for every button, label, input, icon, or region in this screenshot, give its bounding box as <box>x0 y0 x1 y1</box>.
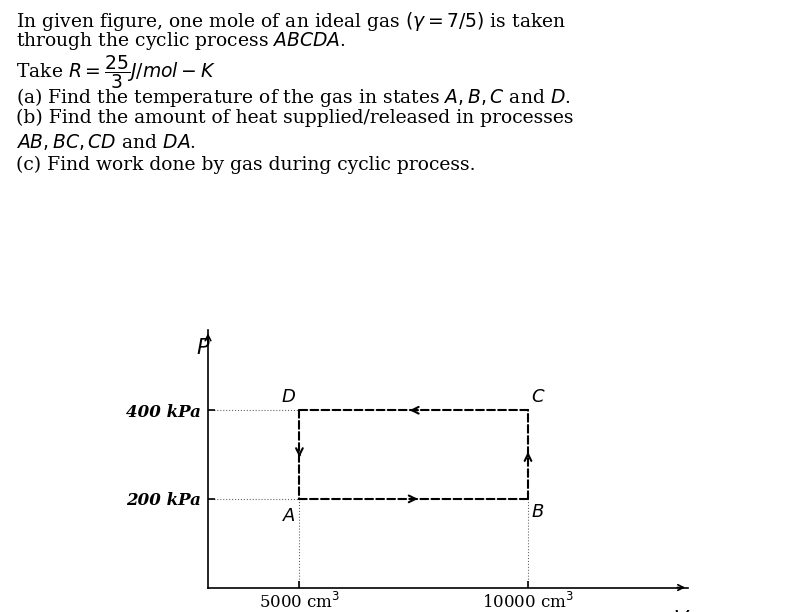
Text: through the cyclic process $ABCDA$.: through the cyclic process $ABCDA$. <box>16 30 346 52</box>
Text: $A$: $A$ <box>282 507 296 525</box>
Text: $P$: $P$ <box>196 338 210 358</box>
Text: $C$: $C$ <box>531 388 546 406</box>
Text: In given figure, one mole of an ideal gas $(\gamma = 7/5)$ is taken: In given figure, one mole of an ideal ga… <box>16 10 566 33</box>
Text: $D$: $D$ <box>281 388 296 406</box>
Text: (b) Find the amount of heat supplied/released in processes: (b) Find the amount of heat supplied/rel… <box>16 109 574 127</box>
Text: Take $R = \dfrac{25}{3}J/mol - K$: Take $R = \dfrac{25}{3}J/mol - K$ <box>16 53 216 91</box>
Text: (c) Find work done by gas during cyclic process.: (c) Find work done by gas during cyclic … <box>16 155 475 174</box>
Text: $V$: $V$ <box>673 610 690 612</box>
Text: $AB, BC, CD$ and $DA$.: $AB, BC, CD$ and $DA$. <box>16 132 196 152</box>
Text: (a) Find the temperature of the gas in states $A, B, C$ and $D$.: (a) Find the temperature of the gas in s… <box>16 86 570 109</box>
Text: $B$: $B$ <box>531 503 545 521</box>
